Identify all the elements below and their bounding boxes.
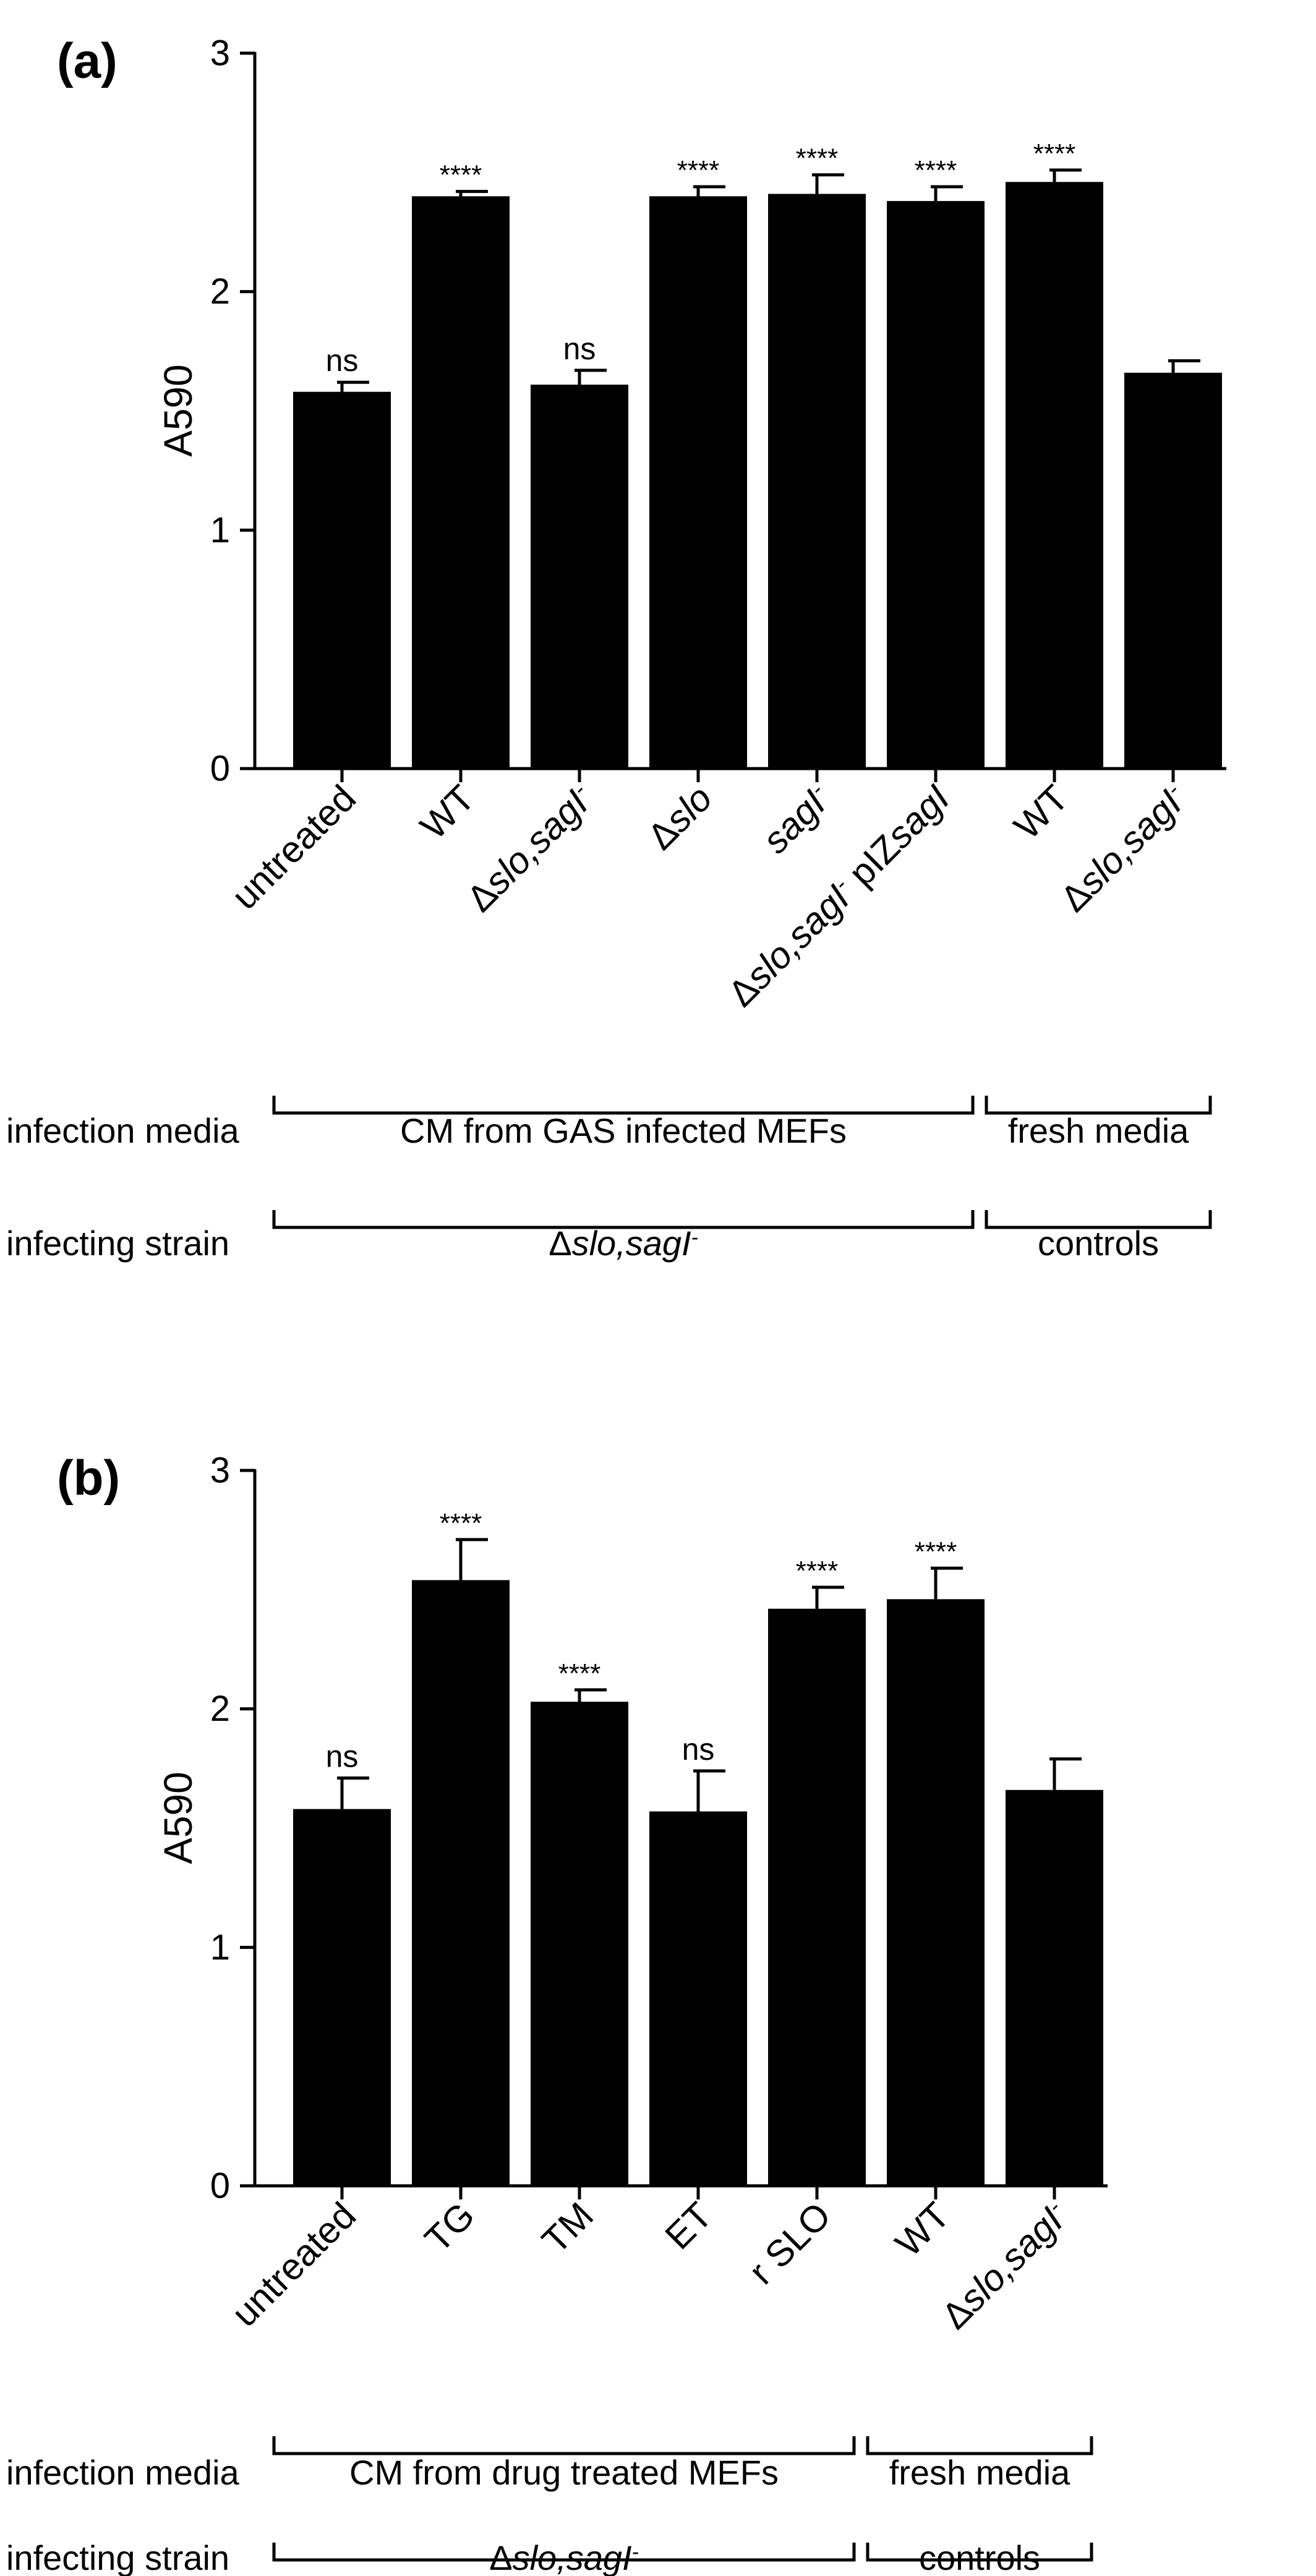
- y-tick-label: 2: [210, 271, 230, 312]
- infection-media-row-group-label: CM from GAS infected MEFs: [400, 1111, 847, 1150]
- y-tick-label: 2: [210, 1689, 230, 1729]
- infecting-strain-row-bracket: [866, 2543, 1093, 2562]
- x-tick-label: Δslo: [639, 777, 720, 858]
- x-tick-label: TM: [534, 2194, 602, 2262]
- infecting-strain-row-label: infecting strain: [6, 2538, 229, 2576]
- panel-a-chart: (a) 0 1 2 3 A590 ns untreated **** WT ns Δslo,sagI-…: [6, 33, 1226, 1263]
- bar: [887, 1599, 985, 2186]
- y-axis-label: A590: [156, 364, 200, 456]
- infecting-strain-row-group-label: Δslo,sagI-: [549, 1224, 698, 1263]
- infecting-strain-row-group-label: controls: [1038, 1224, 1159, 1263]
- significance-label: ****: [1033, 139, 1076, 169]
- y-tick-label: 0: [210, 749, 230, 789]
- infection-media-row-bracket: [866, 2436, 1093, 2455]
- infection-media-row-label: infection media: [6, 2453, 240, 2492]
- bar: [1124, 372, 1222, 769]
- x-tick-label: Δslo,sagI-: [459, 777, 601, 919]
- infection-media-row-bracket: [272, 2436, 856, 2455]
- infection-media-row-group-label: fresh media: [1008, 1111, 1189, 1150]
- y-tick-label: 3: [210, 33, 230, 74]
- significance-label: ns: [326, 1739, 359, 1774]
- significance-label: ****: [440, 160, 482, 190]
- bar: [412, 1580, 510, 2186]
- significance-label: ****: [558, 1658, 601, 1689]
- bar: [1006, 182, 1103, 769]
- significance-label: ****: [915, 155, 957, 186]
- x-tick-label: untreated: [224, 2194, 364, 2335]
- bar: [531, 1702, 628, 2186]
- infecting-strain-row-bracket: [272, 1210, 975, 1229]
- x-tick-label: TG: [417, 2194, 482, 2260]
- y-tick-label: 1: [210, 1927, 230, 1968]
- bar: [768, 1608, 866, 2186]
- panel-label: (a): [57, 33, 118, 88]
- x-tick-label: Δslo,sagI- pIZsagI: [720, 777, 957, 1015]
- significance-label: ****: [440, 1508, 482, 1538]
- bar: [887, 201, 985, 769]
- y-tick-label: 1: [210, 510, 230, 550]
- infection-media-row-group-label: fresh media: [889, 2453, 1070, 2492]
- panel-b-chart: (b) 0 1 2 3 A590 ns untreated **** TG **** TM ns ET **…: [6, 1451, 1108, 2576]
- infection-media-row-bracket: [272, 1096, 975, 1115]
- infecting-strain-row-group-label: controls: [919, 2538, 1040, 2576]
- x-tick-label: WT: [412, 777, 482, 847]
- infection-media-row-bracket: [985, 1096, 1212, 1115]
- bar: [768, 194, 866, 769]
- significance-label: ****: [796, 1556, 839, 1586]
- y-tick-label: 3: [210, 1451, 230, 1491]
- significance-label: ****: [796, 143, 839, 174]
- significance-label: ****: [677, 155, 720, 186]
- x-tick-label: Δslo,sagI-: [934, 2194, 1076, 2337]
- x-tick-label: untreated: [224, 777, 364, 918]
- infecting-strain-row-label: infecting strain: [6, 1224, 229, 1263]
- significance-label: ns: [563, 331, 596, 366]
- infection-media-row-group-label: CM from drug treated MEFs: [349, 2453, 779, 2492]
- x-tick-label: ET: [657, 2194, 720, 2258]
- infecting-strain-row-bracket: [272, 2543, 856, 2562]
- y-tick-label: 0: [210, 2166, 230, 2206]
- x-tick-label: WT: [1006, 777, 1076, 847]
- panel-label: (b): [57, 1451, 120, 1506]
- infecting-strain-row-bracket: [985, 1210, 1212, 1229]
- bar: [293, 1809, 391, 2186]
- significance-label: ****: [915, 1537, 957, 1567]
- y-axis-label: A590: [156, 1772, 200, 1864]
- x-tick-label: r SLO: [741, 2194, 839, 2292]
- infecting-strain-row-group-label: Δslo,sagI-: [489, 2538, 639, 2576]
- infection-media-row-label: infection media: [6, 1111, 240, 1150]
- x-tick-label: Δslo,sagI-: [1053, 777, 1195, 919]
- x-tick-label: sagI-: [754, 777, 839, 861]
- significance-label: ns: [682, 1732, 715, 1767]
- bar: [1006, 1789, 1103, 2186]
- bar: [649, 196, 747, 769]
- bar: [412, 196, 510, 769]
- bar: [293, 391, 391, 769]
- significance-label: ns: [326, 343, 359, 378]
- bar: [531, 385, 628, 769]
- bar: [649, 1811, 747, 2186]
- x-tick-label: WT: [887, 2194, 957, 2264]
